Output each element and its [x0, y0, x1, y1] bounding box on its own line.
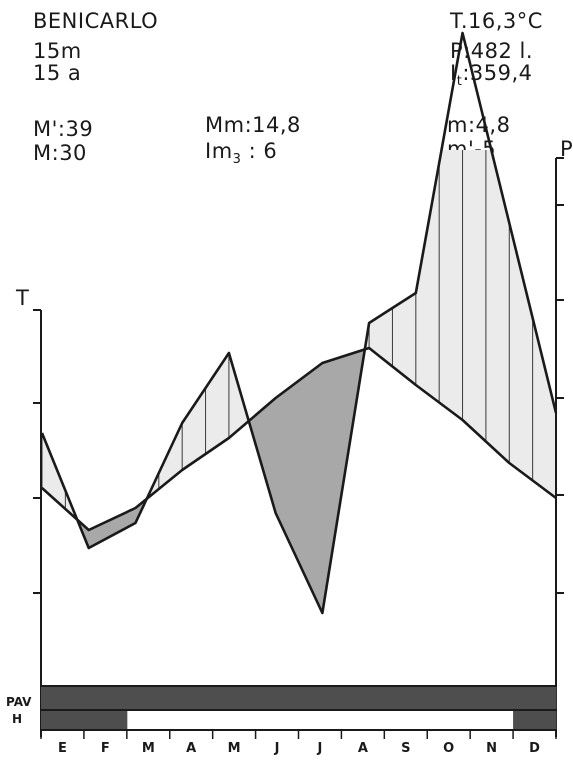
im3-value: 6: [263, 139, 278, 163]
mean-monthly-max: Mm:14,8: [205, 113, 301, 137]
mean-min: m:4,8: [447, 113, 511, 137]
month-label: D: [529, 741, 540, 756]
im3-symbol: Im3 :: [205, 139, 264, 168]
pav-month-cell: [126, 687, 171, 709]
month-label: E: [58, 741, 67, 756]
pav-month-cell: [341, 687, 385, 709]
h-bar-label: H: [12, 712, 22, 726]
thermic-index: It:359,4: [450, 62, 533, 93]
pav-month-cell: [427, 687, 471, 709]
h-month-cell: [41, 711, 85, 729]
month-label: M: [142, 741, 155, 756]
month-label: J: [317, 741, 323, 756]
precipitation-curve: [40, 31, 558, 615]
axes-layer: [33, 157, 564, 737]
annual-precipitation: P:482 l.: [450, 39, 534, 63]
it-value: 359,4: [469, 61, 533, 85]
station-altitude: 15m: [33, 39, 82, 63]
month-label: M: [228, 741, 241, 756]
h-month-cell: [83, 711, 128, 729]
hatch-layer: [41, 150, 557, 509]
pav-month-cell: [298, 687, 342, 709]
arid-area: [275, 362, 323, 614]
station-name: BENICARLO: [33, 9, 159, 33]
pav-month-cell: [470, 687, 514, 709]
month-label: O: [443, 741, 454, 756]
precipitation-axis-label: P: [560, 137, 573, 161]
im3-index: Im3 : 6: [205, 140, 277, 171]
h-month-cell: [513, 711, 557, 729]
temperature-axis-label: T: [15, 286, 29, 310]
fill-layer: [41, 150, 557, 614]
observation-years: 15 a: [33, 61, 82, 85]
pav-bar-label: PAV: [6, 695, 32, 709]
mean-max: M:30: [33, 141, 87, 165]
month-label: S: [401, 741, 410, 756]
month-label: A: [358, 741, 368, 756]
month-label: A: [186, 741, 196, 756]
pav-month-cell: [384, 687, 428, 709]
mean-temperature: T.16,3°C: [450, 9, 543, 33]
month-label: J: [274, 741, 280, 756]
pav-month-cell: [513, 687, 557, 709]
pav-month-cell: [255, 687, 299, 709]
pav-month-cell: [83, 687, 128, 709]
absolute-max: M':39: [33, 117, 94, 141]
temperature-curve: [41, 346, 557, 532]
month-label: F: [101, 741, 110, 756]
pav-month-cell: [212, 687, 257, 709]
lines-layer: [40, 31, 558, 615]
bars-layer: [40, 685, 557, 731]
it-symbol: It:: [450, 61, 470, 90]
month-label: N: [486, 741, 497, 756]
pav-month-cell: [169, 687, 214, 709]
pav-month-cell: [41, 687, 85, 709]
